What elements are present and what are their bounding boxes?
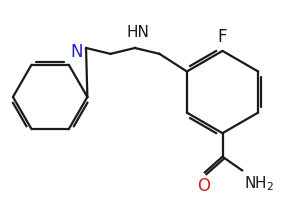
Text: F: F xyxy=(218,28,227,46)
Text: HN: HN xyxy=(126,25,149,40)
Text: N: N xyxy=(71,43,83,61)
Text: NH$_2$: NH$_2$ xyxy=(244,174,274,193)
Text: O: O xyxy=(197,177,210,195)
